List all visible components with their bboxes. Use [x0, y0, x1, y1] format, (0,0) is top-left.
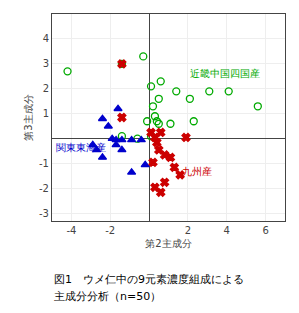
svg-text:4: 4	[224, 225, 230, 236]
svg-text:図1 ウメ仁中の9元素濃度組成による: 図1 ウメ仁中の9元素濃度組成による	[54, 273, 244, 286]
svg-text:関東東海産: 関東東海産	[56, 142, 106, 153]
svg-text:4: 4	[43, 33, 49, 44]
svg-text:-3: -3	[39, 208, 49, 219]
svg-text:-2: -2	[105, 225, 115, 236]
svg-text:九州産: 九州産	[182, 166, 212, 177]
svg-text:-4: -4	[66, 225, 76, 236]
svg-text:2: 2	[185, 225, 191, 236]
svg-text:-2: -2	[39, 183, 49, 194]
svg-text:-1: -1	[39, 158, 49, 169]
svg-text:6: 6	[262, 225, 268, 236]
svg-text:1: 1	[43, 108, 49, 119]
svg-text:第2主成分: 第2主成分	[145, 238, 191, 249]
svg-text:2: 2	[43, 83, 49, 94]
svg-text:主成分分析（n=50）: 主成分分析（n=50）	[54, 290, 161, 303]
svg-text:3: 3	[43, 58, 49, 69]
svg-text:近畿中国四国産: 近畿中国四国産	[190, 68, 260, 79]
svg-text:第3主成分: 第3主成分	[23, 94, 34, 140]
